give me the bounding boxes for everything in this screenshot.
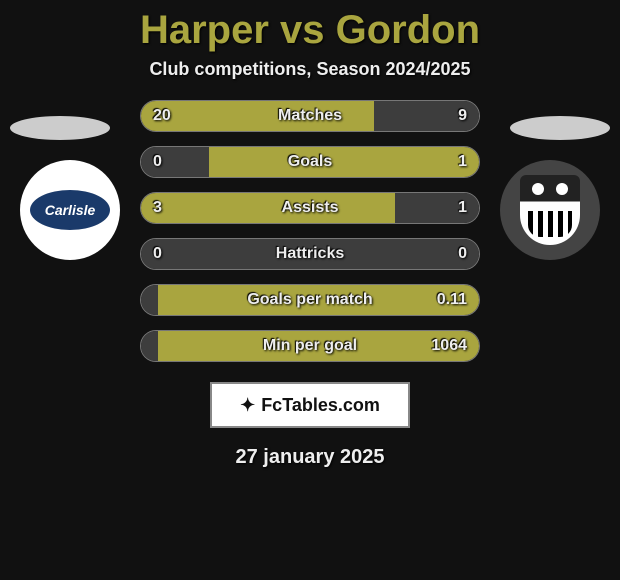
stat-label: Goals per match [247,291,372,309]
stat-left-value: 0 [153,245,162,263]
stat-left-value: 0 [153,153,162,171]
stat-left-segment [141,147,209,177]
stat-right-value: 1 [458,153,467,171]
right-club-logo [500,160,600,260]
left-club-text: Carlisle [30,190,110,230]
stat-label: Hattricks [276,245,344,263]
stat-label: Goals [288,153,332,171]
stat-label: Assists [282,199,339,217]
brand-icon: ✦ [240,395,255,416]
left-club-logo: Carlisle [20,160,120,260]
stat-left-segment [141,285,158,315]
stat-left-value: 3 [153,199,162,217]
stat-right-value: 0 [458,245,467,263]
stripes-icon [528,211,572,237]
stat-row: Goals per match 0.11 [140,284,480,316]
brand-text: FcTables.com [261,395,380,416]
comparison-content: Carlisle Matches 20 9 Goals 0 1 Assists 3 1 Hattr… [0,100,620,469]
date-text: 27 january 2025 [0,446,620,469]
stat-right-segment [209,147,479,177]
stat-left-segment [141,331,158,361]
left-ellipse [10,116,110,140]
stat-left-segment [141,193,395,223]
stat-label: Matches [278,107,342,125]
shield-icon [520,175,580,245]
stat-left-value: 20 [153,107,171,125]
stat-row: Hattricks 0 0 [140,238,480,270]
stat-right-value: 0.11 [437,291,467,309]
brand-badge[interactable]: ✦ FcTables.com [210,382,410,428]
stat-bars: Matches209Goals01Assists31Hattricks00Goa… [140,100,480,362]
right-ellipse [510,116,610,140]
stat-row: Matches 20 9 [140,100,480,132]
stat-right-value: 9 [458,107,467,125]
subtitle: Club competitions, Season 2024/2025 [0,59,620,80]
stat-right-value: 1064 [431,337,467,355]
stat-row: Assists 3 1 [140,192,480,224]
stat-row: Min per goal 1064 [140,330,480,362]
stat-row: Goals 0 1 [140,146,480,178]
stat-label: Min per goal [263,337,357,355]
stat-right-value: 1 [458,199,467,217]
page-title: Harper vs Gordon [0,0,620,53]
